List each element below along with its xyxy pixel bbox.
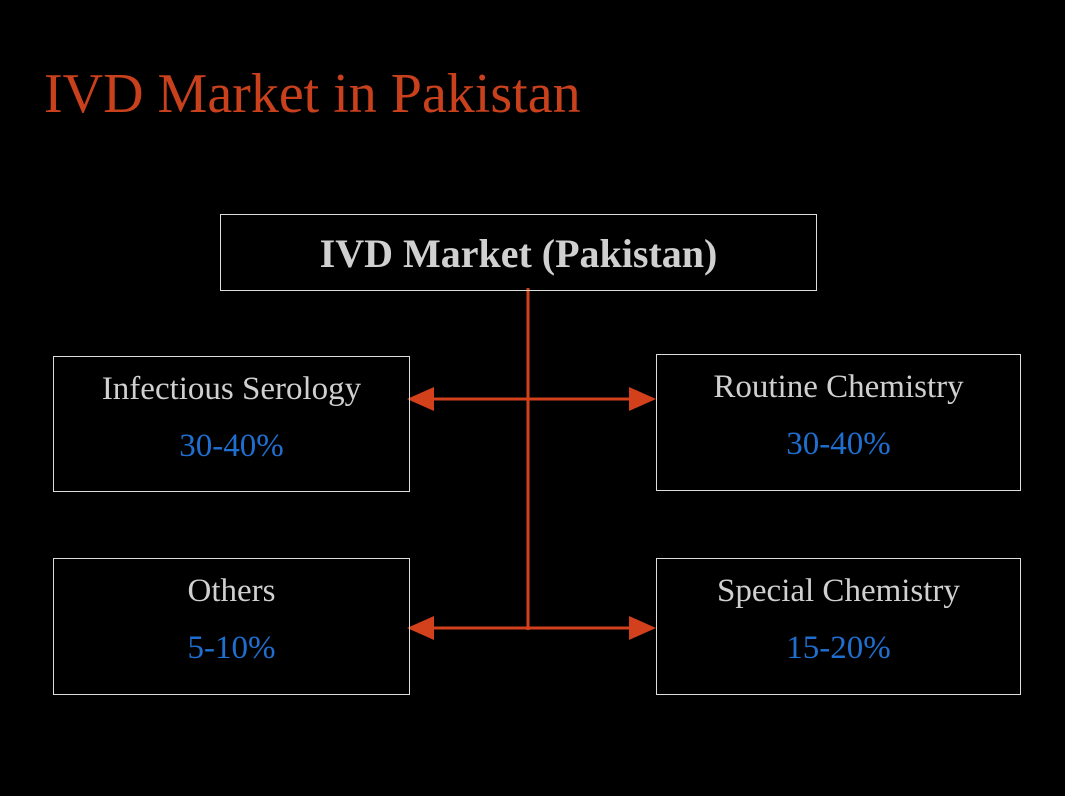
node-label: Routine Chemistry — [713, 369, 964, 405]
node-value: 30-40% — [786, 426, 891, 462]
node-box: Infectious Serology 30-40% — [53, 356, 410, 492]
node-box: Special Chemistry 15-20% — [656, 558, 1021, 695]
node-box: Others 5-10% — [53, 558, 410, 695]
node-value: 30-40% — [179, 428, 284, 464]
slide-title: IVD Market in Pakistan — [44, 63, 581, 125]
node-value: 15-20% — [786, 630, 891, 666]
node-label: Special Chemistry — [717, 573, 960, 609]
node-box: Routine Chemistry 30-40% — [656, 354, 1021, 491]
node-value: 5-10% — [187, 630, 276, 666]
node-label: Infectious Serology — [101, 371, 362, 407]
node-label: Others — [187, 573, 276, 609]
root-box: IVD Market (Pakistan) — [220, 214, 817, 291]
connector-lines — [407, 288, 656, 640]
